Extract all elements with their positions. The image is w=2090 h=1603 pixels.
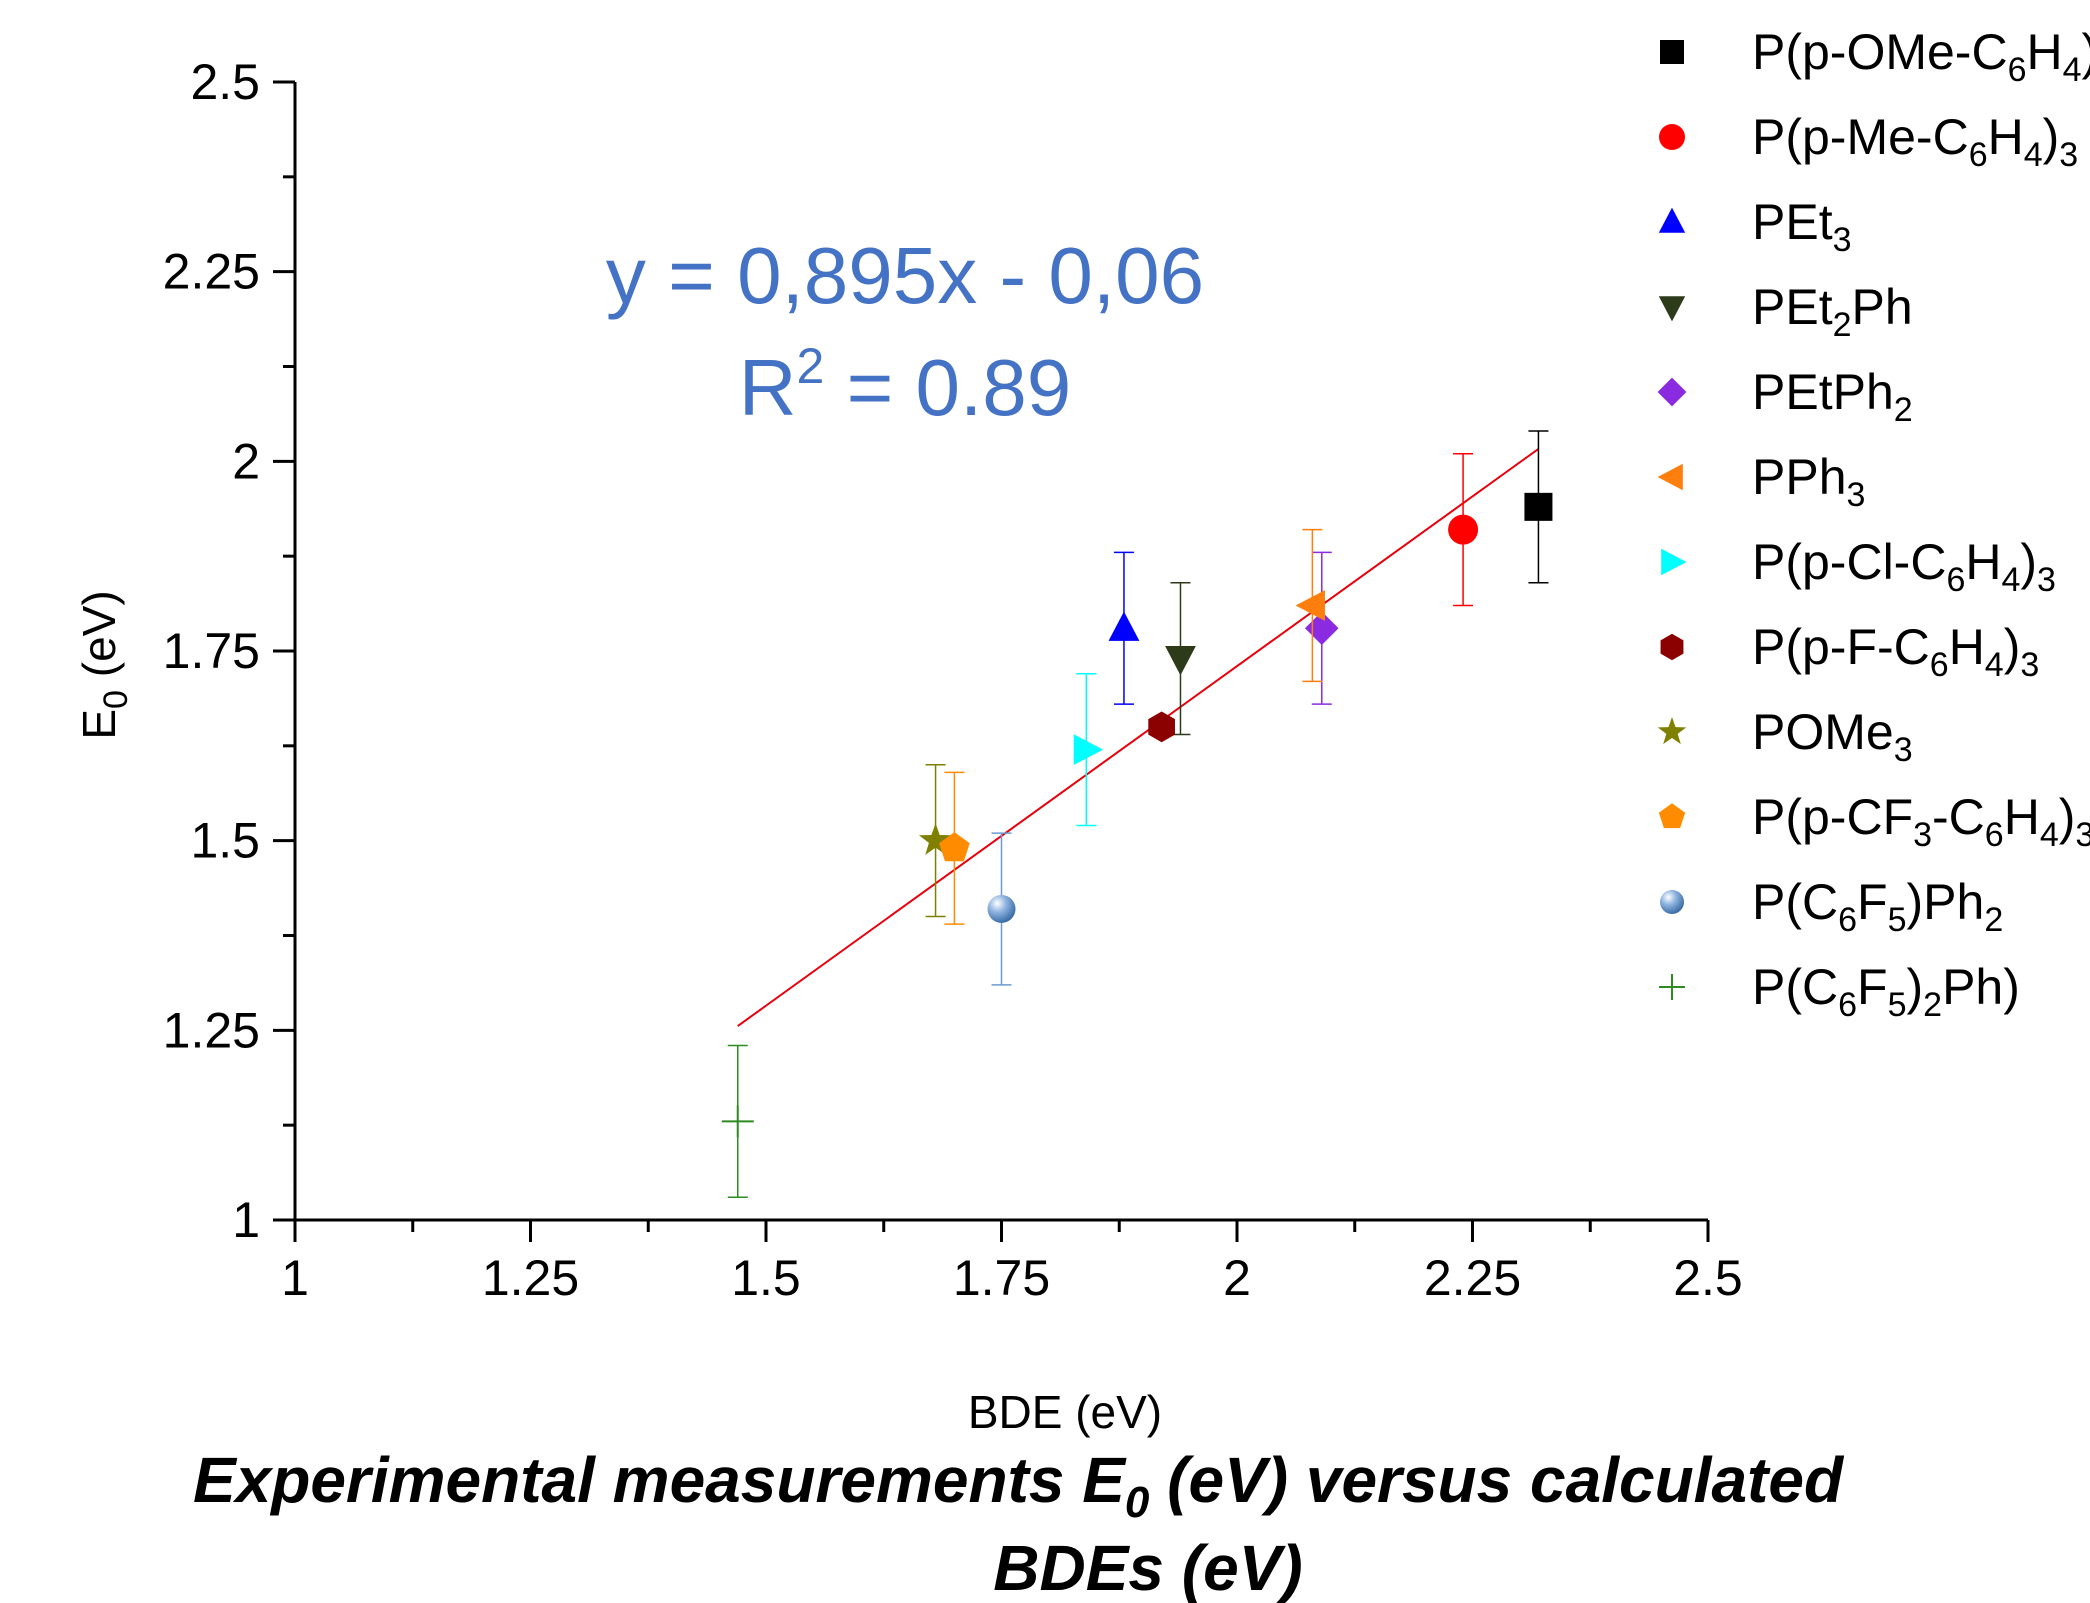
data-point xyxy=(918,823,953,855)
y-tick-label: 1.5 xyxy=(190,813,260,869)
x-tick-label: 1.5 xyxy=(731,1250,801,1306)
data-point xyxy=(721,1105,754,1138)
legend-label: PEt3 xyxy=(1752,194,1852,259)
legend-label: P(p-CF3-C6H4)3 xyxy=(1752,789,2090,854)
data-point xyxy=(987,894,1016,923)
y-tick-label: 1.25 xyxy=(163,1002,260,1058)
legend-marker xyxy=(1660,890,1684,914)
fit-annotation: y = 0,895x - 0,06 R2 = 0.89 xyxy=(606,231,1204,432)
legend-label: P(C6F5)Ph2 xyxy=(1752,874,2003,939)
fit-line xyxy=(737,448,1540,1027)
legend-marker xyxy=(1657,377,1687,407)
y-tick-label: 1.75 xyxy=(163,623,260,679)
legend-label: P(C6F5)2Ph) xyxy=(1752,959,2020,1024)
legend-label: P(p-Cl-C6H4)3 xyxy=(1752,534,2056,599)
plot-area: 1 1.25 1.5 1.75 2 2.25 2.5 1 1.25 1.5 1.75 2 2.25 2.5 xyxy=(163,54,1743,1306)
legend-marker xyxy=(1659,974,1685,1000)
legend-marker xyxy=(1658,296,1686,322)
fit-r-squared: R2 = 0.89 xyxy=(739,338,1071,432)
legend-marker xyxy=(1658,803,1686,829)
legend-label: P(p-Me-C6H4)3 xyxy=(1752,109,2078,174)
data-point xyxy=(1448,514,1479,545)
caption-line-2: BDEs (eV) xyxy=(993,1532,1302,1603)
legend-marker xyxy=(1659,124,1685,150)
data-point xyxy=(1295,590,1325,621)
x-tick-label: 1.25 xyxy=(482,1250,579,1306)
legend-label: POMe3 xyxy=(1752,704,1913,769)
y-tick-label: 2 xyxy=(232,433,260,489)
x-tick-label: 2 xyxy=(1223,1250,1251,1306)
data-point xyxy=(1524,492,1553,521)
y-axis-title: E0 (eV) xyxy=(73,590,135,739)
y-tick-label: 2.5 xyxy=(190,54,260,110)
legend-marker xyxy=(1657,463,1683,491)
y-tick-label: 2.25 xyxy=(163,244,260,300)
legend-marker xyxy=(1657,717,1687,745)
legend-marker xyxy=(1661,548,1687,576)
legend-marker xyxy=(1660,633,1684,661)
x-tick-label: 1 xyxy=(281,1250,309,1306)
x-tick-label: 2.5 xyxy=(1673,1250,1743,1306)
fit-equation: y = 0,895x - 0,06 xyxy=(606,231,1204,320)
x-tick-label: 1.75 xyxy=(953,1250,1050,1306)
data-point xyxy=(1304,611,1339,646)
legend-label: P(p-F-C6H4)3 xyxy=(1752,619,2039,684)
legend-marker xyxy=(1660,40,1684,64)
legend-label: PEt2Ph xyxy=(1752,279,1913,344)
legend-marker xyxy=(1658,207,1686,233)
legend-label: P(p-OMe-C6H4)3 xyxy=(1752,24,2090,89)
legend-label: PEtPh2 xyxy=(1752,364,1913,429)
y-tick-label: 1 xyxy=(232,1192,260,1248)
data-point xyxy=(1108,611,1140,641)
x-tick-label: 2.25 xyxy=(1424,1250,1521,1306)
data-point xyxy=(1073,734,1104,766)
data-point xyxy=(1148,711,1175,743)
caption-line-1: Experimental measurements E0 (eV) versus… xyxy=(193,1444,1845,1527)
data-point xyxy=(1165,645,1196,676)
x-axis-title: BDE (eV) xyxy=(968,1386,1162,1438)
legend: P(p-OMe-C6H4)3 P(p-Me-C6H4)3 PEt3 PEt2Ph PEt… xyxy=(1657,24,2090,1024)
data-point xyxy=(939,832,970,862)
legend-label: PPh3 xyxy=(1752,449,1865,514)
